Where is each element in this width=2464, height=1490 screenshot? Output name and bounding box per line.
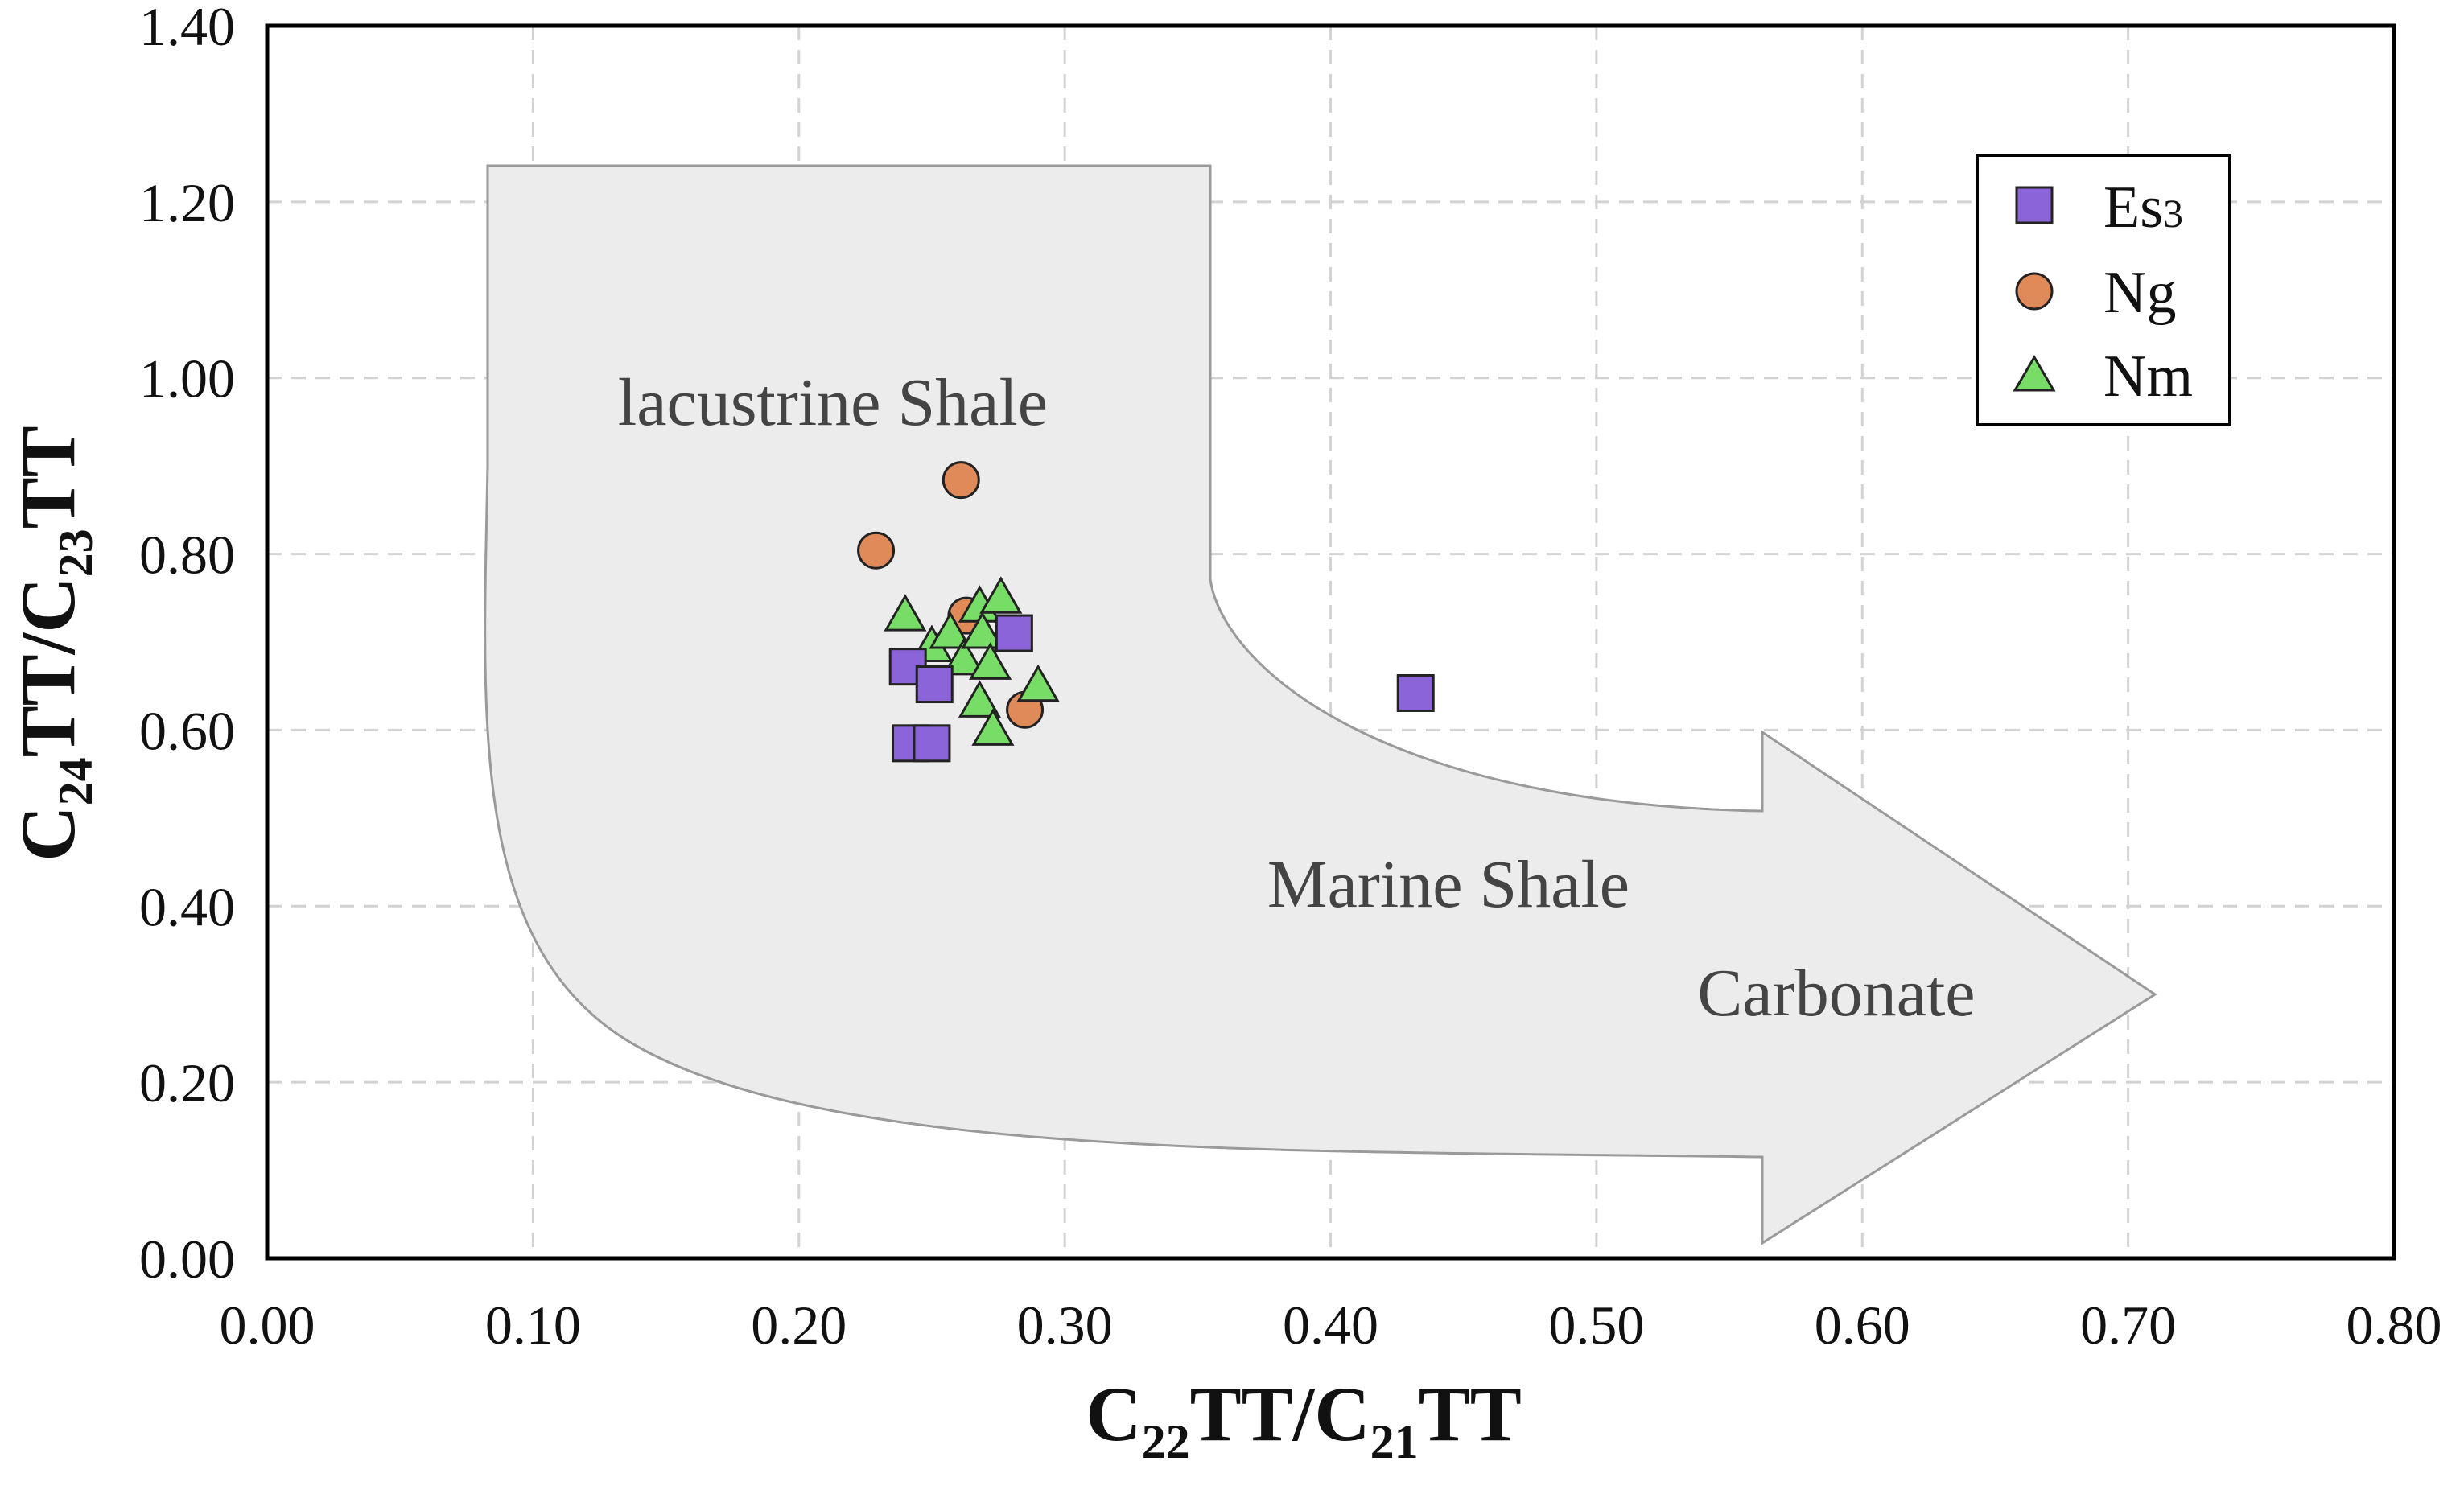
y-tick-label: 0.00 xyxy=(139,1229,235,1290)
facies-arrow-region xyxy=(484,164,2157,1245)
legend-marker-es3 xyxy=(2015,186,2054,224)
legend-marker-nm xyxy=(2013,355,2056,392)
y-tick-label: 0.60 xyxy=(139,700,235,761)
y-tick-label: 1.00 xyxy=(139,348,235,410)
x-tick-label: 0.30 xyxy=(1017,1294,1113,1356)
x-tick-label: 0.10 xyxy=(485,1294,581,1356)
x-tick-label: 0.00 xyxy=(220,1294,315,1356)
x-tick-label: 0.80 xyxy=(2347,1294,2442,1356)
x-tick-labels: 0.00 0.10 0.20 0.30 0.40 0.50 0.60 0.70 0.80 xyxy=(220,1294,2442,1356)
data-point-square xyxy=(1396,673,1435,712)
x-axis-label: C22TT/C21TT xyxy=(1086,1371,1521,1468)
data-point-triangle xyxy=(979,576,1023,614)
data-point-square xyxy=(913,724,951,763)
data-point-circle xyxy=(857,531,896,570)
data-point-triangle xyxy=(961,611,1004,649)
data-point-triangle xyxy=(1016,664,1060,702)
plot-frame xyxy=(265,23,2396,1261)
x-tick-label: 0.60 xyxy=(1815,1294,1910,1356)
y-tick-labels: 0.00 0.20 0.40 0.60 0.80 1.00 1.20 1.40 xyxy=(139,0,235,1290)
legend-label-ng: Ng xyxy=(2103,260,2176,326)
x-tick-label: 0.20 xyxy=(751,1294,847,1356)
region-label-marine: Marine Shale xyxy=(1267,847,1630,922)
x-tick-label: 0.40 xyxy=(1283,1294,1378,1356)
data-point-triangle xyxy=(942,637,986,676)
y-tick-label: 0.80 xyxy=(139,525,235,586)
legend-label-es3: Es3 xyxy=(2103,175,2183,241)
data-markers xyxy=(857,461,1435,763)
data-point-triangle xyxy=(969,642,1012,680)
region-label-lacustrine: lacustrine Shale xyxy=(618,365,1048,440)
data-point-square xyxy=(995,614,1033,652)
data-point-square xyxy=(915,665,954,704)
legend: Es3 Ng Nm xyxy=(1976,154,2231,426)
x-tick-label: 0.70 xyxy=(2080,1294,2176,1356)
data-point-circle xyxy=(942,461,980,500)
data-point-triangle xyxy=(884,594,927,632)
region-label-carbonate: Carbonate xyxy=(1697,956,1975,1031)
data-point-triangle xyxy=(929,611,972,649)
legend-marker-ng xyxy=(2015,272,2054,311)
x-tick-label: 0.50 xyxy=(1548,1294,1644,1356)
data-point-triangle xyxy=(971,708,1015,746)
y-tick-label: 0.20 xyxy=(139,1052,235,1113)
y-tick-label: 1.20 xyxy=(139,172,235,233)
legend-label-nm: Nm xyxy=(2103,344,2193,410)
y-tick-label: 0.40 xyxy=(139,876,235,937)
y-axis-label: C24TT/C23TT xyxy=(5,426,102,861)
y-tick-label: 1.40 xyxy=(139,0,235,57)
data-point-triangle xyxy=(958,680,1001,718)
